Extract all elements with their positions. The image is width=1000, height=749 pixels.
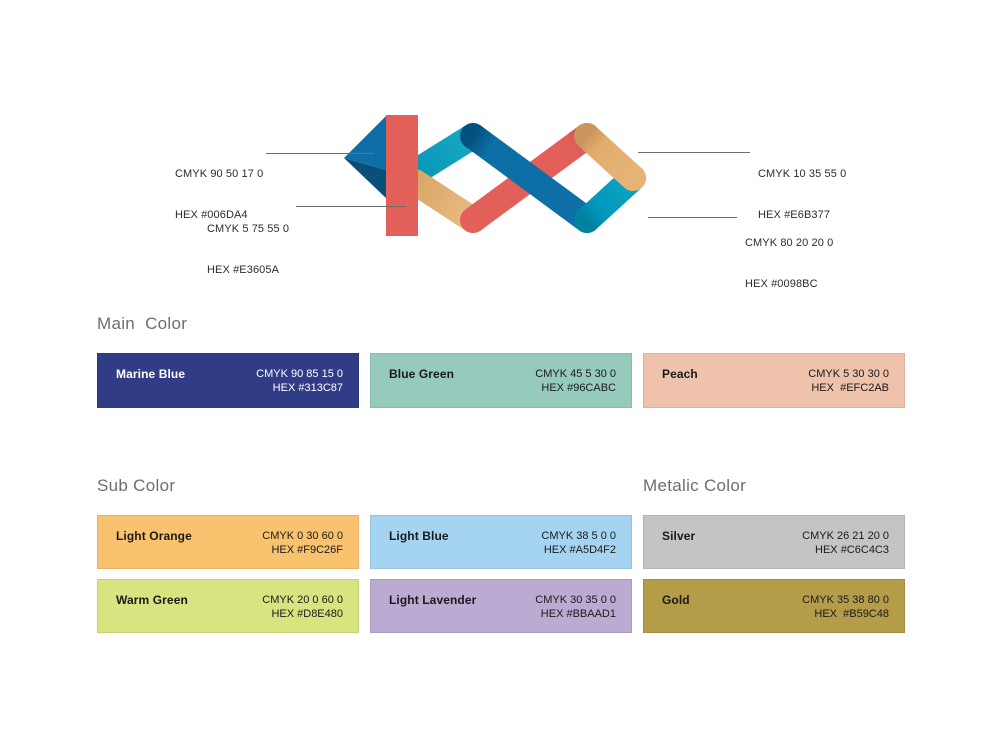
metalic-color-heading: Metalic Color xyxy=(643,476,747,495)
swatch-marine-blue: Marine Blue CMYK 90 85 15 0 HEX #313C87 xyxy=(97,353,359,408)
swatch-warm-green: Warm Green CMYK 20 0 60 0 HEX #D8E480 xyxy=(97,579,359,633)
logo-100-ribbon xyxy=(344,115,646,236)
sub-color-heading: Sub Color xyxy=(97,476,176,495)
callout-teal: CMYK 80 20 20 0 HEX #0098BC xyxy=(745,210,833,305)
swatch-name: Blue Green xyxy=(389,367,455,381)
swatch-light-orange: Light Orange CMYK 0 30 60 0 HEX #F9C26F xyxy=(97,515,359,569)
one-bar xyxy=(386,115,418,236)
swatch-cmyk: CMYK 5 30 30 0 xyxy=(808,368,889,380)
swatch-cmyk: CMYK 90 85 15 0 xyxy=(256,368,343,380)
swatch-hex: HEX #96CABC xyxy=(541,382,616,394)
callout-blue-line xyxy=(266,153,374,154)
swatch-cmyk: CMYK 30 35 0 0 xyxy=(535,594,616,606)
one-flag-light xyxy=(344,116,386,170)
swatch-cmyk: CMYK 45 5 30 0 xyxy=(535,368,616,380)
callout-blue-hex: HEX #006DA4 xyxy=(175,208,248,221)
swatch-name: Warm Green xyxy=(116,593,188,607)
swatch-light-lavender: Light Lavender CMYK 30 35 0 0 HEX #BBAAD1 xyxy=(370,579,632,633)
callout-tan-hex: HEX #E6B377 xyxy=(758,208,831,221)
swatch-hex: HEX #A5D4F2 xyxy=(543,544,616,556)
callout-teal-cmyk: CMYK 80 20 20 0 xyxy=(745,237,834,249)
swatch-name: Light Blue xyxy=(389,529,449,543)
swatch-light-blue: Light Blue CMYK 38 5 0 0 HEX #A5D4F2 xyxy=(370,515,632,569)
swatch-cmyk: CMYK 35 38 80 0 xyxy=(802,594,889,606)
callout-tan-cmyk: CMYK 10 35 55 0 xyxy=(758,168,847,180)
swatch-name: Silver xyxy=(662,529,696,543)
swatch-name: Light Orange xyxy=(116,529,192,543)
swatch-cmyk: CMYK 38 5 0 0 xyxy=(541,530,616,542)
swatch-peach: Peach CMYK 5 30 30 0 HEX #EFC2AB xyxy=(643,353,905,408)
ribbon-blue-cross xyxy=(460,123,600,233)
swatch-name: Gold xyxy=(662,593,690,607)
swatch-gold: Gold CMYK 35 38 80 0 HEX #B59C48 xyxy=(643,579,905,633)
swatch-hex: HEX #313C87 xyxy=(272,382,343,394)
callout-blue-cmyk: CMYK 90 50 17 0 xyxy=(175,168,264,180)
callout-teal-line xyxy=(648,217,737,218)
swatch-cmyk: CMYK 26 21 20 0 xyxy=(802,530,889,542)
one-flag-dark xyxy=(344,158,386,198)
callout-red-hex: HEX #E3605A xyxy=(207,263,280,276)
ribbon-tan-right xyxy=(574,123,646,191)
swatch-blue-green: Blue Green CMYK 45 5 30 0 HEX #96CABC xyxy=(370,353,632,408)
swatch-hex: HEX #B59C48 xyxy=(814,608,889,620)
callout-teal-hex: HEX #0098BC xyxy=(745,277,818,290)
swatch-name: Marine Blue xyxy=(116,367,186,381)
swatch-hex: HEX #F9C26F xyxy=(271,544,343,556)
swatch-cmyk: CMYK 20 0 60 0 xyxy=(262,594,343,606)
callout-tan-line xyxy=(638,152,750,153)
callout-red: CMYK 5 75 55 0 HEX #E3605A xyxy=(207,196,289,291)
callout-red-cmyk: CMYK 5 75 55 0 xyxy=(207,223,290,235)
swatch-name: Peach xyxy=(662,367,698,381)
swatch-silver: Silver CMYK 26 21 20 0 HEX #C6C4C3 xyxy=(643,515,905,569)
callout-blue: CMYK 90 50 17 0 HEX #006DA4 xyxy=(175,141,263,236)
swatch-cmyk: CMYK 0 30 60 0 xyxy=(262,530,343,542)
swatch-hex: HEX #BBAAD1 xyxy=(540,608,616,620)
main-color-heading: Main Color xyxy=(97,314,188,333)
swatch-hex: HEX #C6C4C3 xyxy=(815,544,889,556)
swatch-name: Light Lavender xyxy=(389,593,477,607)
swatch-hex: HEX #D8E480 xyxy=(271,608,343,620)
callout-tan: CMYK 10 35 55 0 HEX #E6B377 xyxy=(758,141,846,236)
swatch-hex: HEX #EFC2AB xyxy=(811,382,889,394)
callout-red-line xyxy=(296,206,406,207)
